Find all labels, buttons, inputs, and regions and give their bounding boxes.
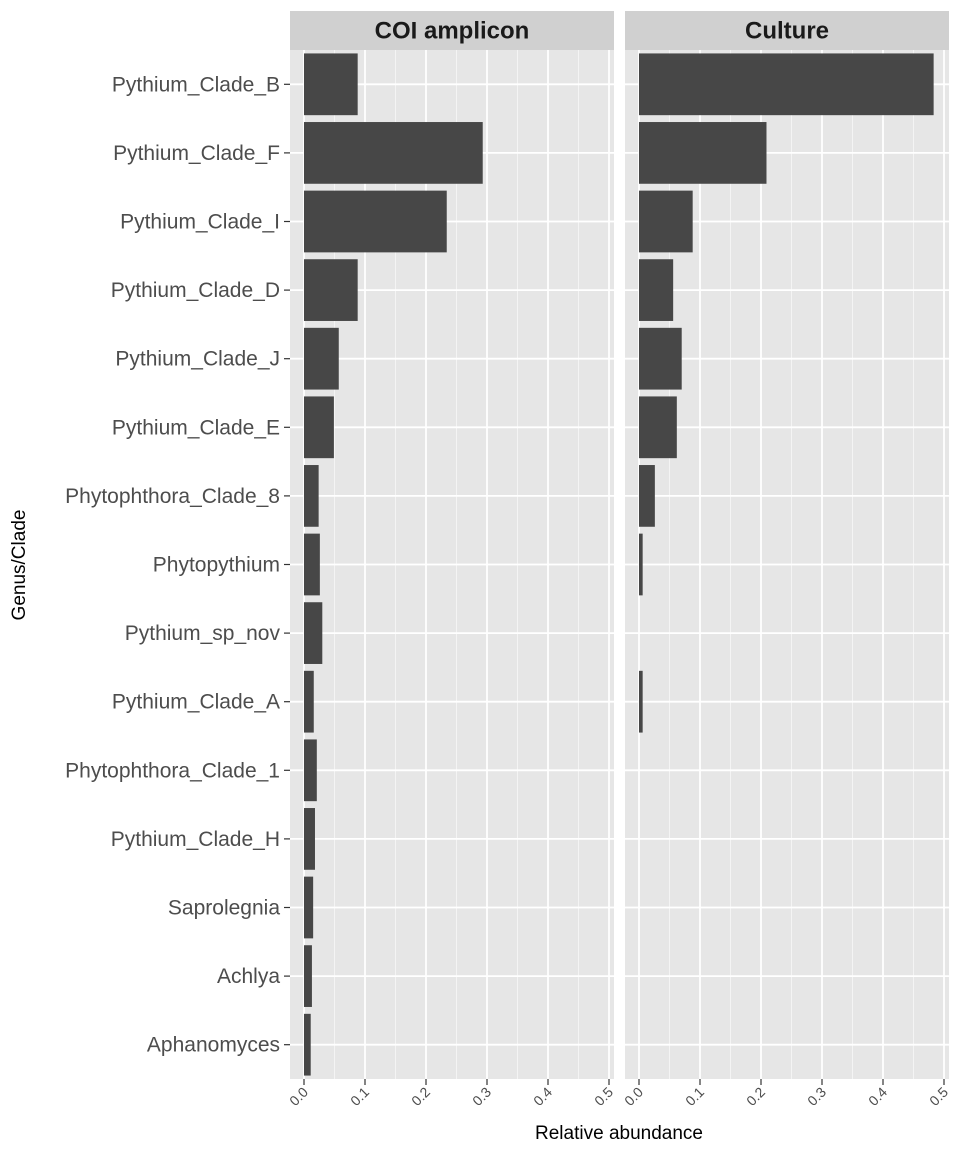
x-tick-label: 0.2 xyxy=(408,1084,433,1109)
bar xyxy=(639,259,674,321)
category-axis-labels: Pythium_Clade_B Pythium_Clade_F Pythium_Cl… xyxy=(65,73,290,1057)
category-label: Pythium_Clade_B xyxy=(112,73,280,96)
category-label: Pythium_Clade_F xyxy=(113,142,280,165)
facet-panel: Culture 0.0 0.1 0.2 0.3 0.4 0.5 xyxy=(621,11,951,1109)
x-tick-label: 0.4 xyxy=(530,1084,555,1109)
bar xyxy=(639,670,643,733)
facet-strip xyxy=(290,11,614,50)
bar xyxy=(304,876,314,939)
x-tick-label: 0.0 xyxy=(621,1084,646,1109)
x-axis-title: Relative abundance xyxy=(535,1123,703,1144)
facet-panel: COI amplicon 0.0 0.1 0.2 0.3 0.4 0.5 xyxy=(286,11,616,1109)
bar xyxy=(639,533,643,596)
x-tick-label: 0.3 xyxy=(469,1084,494,1109)
x-tick-label: 0.1 xyxy=(347,1084,372,1109)
facet-strip-label: Culture xyxy=(745,18,829,45)
bar xyxy=(304,53,358,116)
x-tick-label: 0.3 xyxy=(804,1084,829,1109)
category-label: Phytophthora_Clade_8 xyxy=(65,485,280,508)
category-label: Pythium_Clade_E xyxy=(112,416,280,439)
category-label: Pythium_Clade_D xyxy=(111,279,280,302)
category-label: Phytopythium xyxy=(153,554,280,577)
bar xyxy=(304,122,483,184)
facet-strip-label: COI amplicon xyxy=(375,18,530,45)
x-tick-label: 0.1 xyxy=(682,1084,707,1109)
facet-strip xyxy=(625,11,949,50)
bar xyxy=(304,259,358,321)
category-label: Pythium_Clade_H xyxy=(111,828,280,851)
category-label: Pythium_Clade_A xyxy=(112,691,280,714)
bar xyxy=(639,465,655,527)
category-label: Achlya xyxy=(217,965,280,988)
y-axis-title: Genus/Clade xyxy=(9,510,30,621)
bar xyxy=(639,396,677,459)
category-label: Pythium_Clade_I xyxy=(120,211,280,234)
x-tick-label: 0.0 xyxy=(286,1084,311,1109)
x-tick-label: 0.2 xyxy=(743,1084,768,1109)
bar xyxy=(304,945,312,1007)
bar xyxy=(304,739,317,802)
bar xyxy=(304,465,319,527)
x-tick-label: 0.5 xyxy=(926,1084,951,1109)
category-label: Aphanomyces xyxy=(147,1034,280,1057)
bar xyxy=(304,396,334,459)
bar xyxy=(304,602,323,664)
x-tick-label: 0.5 xyxy=(591,1084,616,1109)
bar xyxy=(304,808,315,870)
bar xyxy=(304,1013,311,1076)
category-label: Pythium_Clade_J xyxy=(115,348,280,371)
bar xyxy=(639,327,682,390)
bar xyxy=(304,190,447,253)
bar xyxy=(304,327,339,390)
bar xyxy=(304,670,314,733)
bar xyxy=(639,122,767,184)
x-tick-label: 0.4 xyxy=(865,1084,890,1109)
bar xyxy=(639,190,693,253)
category-label: Pythium_sp_nov xyxy=(125,622,281,645)
facet-panels: COI amplicon 0.0 0.1 0.2 0.3 0.4 0.5 Culture 0.0… xyxy=(286,11,951,1109)
category-label: Saprolegnia xyxy=(168,897,280,920)
category-label: Phytophthora_Clade_1 xyxy=(65,759,280,782)
bar xyxy=(639,53,934,116)
bar xyxy=(304,533,320,596)
